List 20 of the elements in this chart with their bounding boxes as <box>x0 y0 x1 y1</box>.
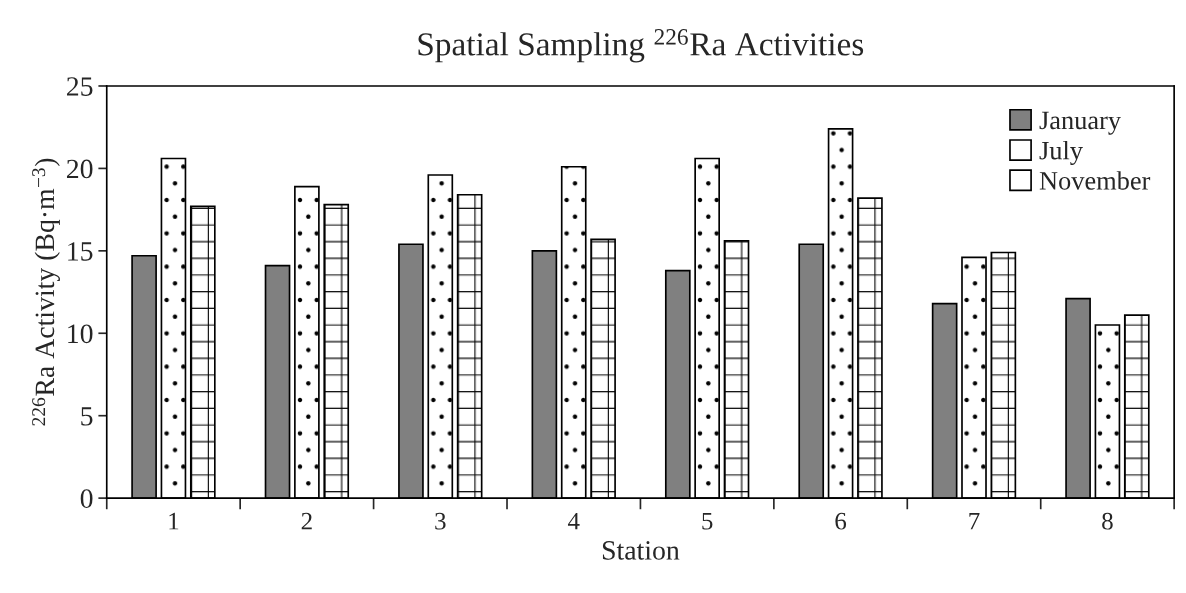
y-tick-label: 10 <box>68 324 93 344</box>
legend-label: July <box>1039 140 1083 165</box>
legend-label: January <box>1039 111 1121 135</box>
x-tick-label: 3 <box>435 512 446 530</box>
x-tick-label: 1 <box>169 512 179 530</box>
y-tick-label: 15 <box>68 242 93 261</box>
chart-title: Spatial Sampling $^{226}$Ra Activities <box>418 29 864 63</box>
y-tick-label: 5 <box>81 407 93 426</box>
y-axis-title: $^{226}$Ra Activity (Bq·m$^{−3}$) <box>32 158 60 426</box>
y-tick-label: 25 <box>66 77 93 96</box>
x-tick-label: 2 <box>301 512 312 530</box>
x-tick-label: 6 <box>835 512 847 530</box>
y-tick-label: 0 <box>80 489 93 509</box>
x-tick-label: 7 <box>969 512 980 530</box>
legend-label: November <box>1039 171 1151 190</box>
x-tick-label: 8 <box>1102 512 1113 530</box>
x-tick-label: 4 <box>567 512 580 530</box>
x-tick-label: 5 <box>702 512 713 530</box>
y-tick-label: 20 <box>66 159 93 179</box>
x-axis-title: Station <box>602 541 680 560</box>
